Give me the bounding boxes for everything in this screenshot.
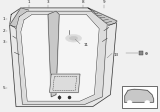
Circle shape bbox=[127, 101, 132, 104]
Polygon shape bbox=[48, 11, 59, 97]
Ellipse shape bbox=[66, 34, 82, 42]
Polygon shape bbox=[16, 11, 107, 104]
Polygon shape bbox=[10, 8, 117, 107]
Text: 3: 3 bbox=[47, 0, 49, 4]
Text: 1: 1 bbox=[3, 17, 5, 21]
Polygon shape bbox=[50, 74, 80, 93]
Circle shape bbox=[145, 101, 150, 104]
Text: 8: 8 bbox=[82, 0, 84, 4]
Text: 1: 1 bbox=[28, 0, 30, 4]
Text: 13: 13 bbox=[114, 53, 119, 57]
Text: 3: 3 bbox=[3, 40, 5, 44]
Polygon shape bbox=[21, 14, 99, 101]
Text: 9: 9 bbox=[103, 0, 105, 4]
Text: 11: 11 bbox=[83, 43, 88, 47]
Text: 5: 5 bbox=[3, 86, 5, 90]
Polygon shape bbox=[125, 89, 154, 102]
Ellipse shape bbox=[70, 36, 78, 40]
FancyBboxPatch shape bbox=[122, 86, 157, 108]
Polygon shape bbox=[10, 8, 29, 27]
Text: 2: 2 bbox=[3, 29, 5, 33]
Polygon shape bbox=[88, 8, 117, 25]
